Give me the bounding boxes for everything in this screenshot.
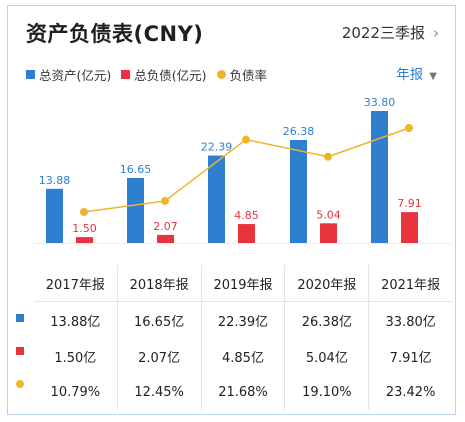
triangle-down-icon: ▼ <box>429 71 437 82</box>
point-debt-ratio <box>161 196 169 205</box>
legend-swatch <box>121 70 131 79</box>
bar-total-liabilities <box>76 237 93 243</box>
table-cell: 23.42% <box>368 374 452 410</box>
legend-label: 总负债(亿元) <box>134 68 207 83</box>
period-selector[interactable]: 2022三季报 › <box>342 22 439 43</box>
bar-total-liabilities <box>238 224 255 243</box>
data-label-total-assets: 16.65 <box>120 163 152 176</box>
row-marker-total-assets <box>16 314 24 322</box>
report-type-label: 年报 <box>396 67 424 83</box>
table-cell: 13.88亿 <box>50 314 101 330</box>
page-title: 资产负债表(CNY) <box>26 22 204 46</box>
table-cell: 1.50亿 <box>54 350 97 366</box>
table-header-cell: 2019年报 <box>200 265 285 302</box>
chart-legend: 总资产(亿元) 总负债(亿元) 负债率 <box>26 65 267 84</box>
data-label-total-assets: 13.88 <box>39 174 71 187</box>
chevron-right-icon: › <box>433 24 439 42</box>
table-row: 10.79% 12.45% 21.68% 19.10% 23.42% <box>34 374 452 410</box>
bar-total-assets <box>46 188 63 243</box>
bar-total-liabilities <box>401 212 418 243</box>
row-marker-debt-ratio <box>16 380 24 388</box>
point-debt-ratio <box>80 208 88 216</box>
legend-label: 负债率 <box>229 68 268 83</box>
data-label-total-assets: 22.39 <box>201 141 233 154</box>
legend-swatch <box>216 70 226 79</box>
row-marker-total-liabilities <box>16 347 24 355</box>
table-header-cell: 2018年报 <box>116 265 202 302</box>
bar-total-assets <box>290 139 307 243</box>
bar-total-liabilities <box>320 223 337 243</box>
data-label-total-assets: 33.80 <box>364 96 396 109</box>
point-debt-ratio <box>405 124 413 132</box>
table-cell: 19.10% <box>284 374 369 410</box>
data-label-total-liabilities: 1.50 <box>72 222 97 235</box>
table-cell: 2.07亿 <box>116 338 202 374</box>
bar-total-assets <box>371 111 388 243</box>
table-header-cell: 2017年报 <box>34 265 118 302</box>
bar-total-liabilities <box>157 234 174 243</box>
data-label-total-liabilities: 5.04 <box>316 208 341 221</box>
table-header-cell: 2020年报 <box>284 265 369 302</box>
data-table: 2017年报 2018年报 2019年报 2020年报 2021年报 13.88… <box>34 265 452 410</box>
table-cell: 22.39亿 <box>200 301 285 338</box>
table-cell: 26.38亿 <box>284 301 369 338</box>
legend-label: 总资产(亿元) <box>39 68 112 83</box>
point-debt-ratio <box>242 135 250 144</box>
table-cell: 5.04亿 <box>284 338 369 374</box>
data-label-total-liabilities: 2.07 <box>153 220 178 233</box>
table-header-cell: 2021年报 <box>368 265 452 302</box>
table-cell: 4.85亿 <box>200 338 285 374</box>
chart-area: 13.88 1.50 16.65 2.07 22.39 4.85 26.38 5.04 33.8… <box>34 96 452 244</box>
data-label-total-assets: 26.38 <box>283 125 315 138</box>
legend-item-total-assets[interactable]: 总资产(亿元) <box>26 65 111 84</box>
bar-total-assets <box>208 155 225 243</box>
legend-item-total-liabilities[interactable]: 总负债(亿元) <box>121 65 207 84</box>
bar-total-assets <box>127 177 144 243</box>
table-row: 13.88亿 16.65亿 22.39亿 26.38亿 33.80亿 <box>34 301 452 338</box>
data-label-total-liabilities: 4.85 <box>234 209 259 222</box>
period-label: 2022三季报 <box>341 24 425 42</box>
table-cell: 7.91亿 <box>368 338 452 374</box>
table-header-row: 2017年报 2018年报 2019年报 2020年报 2021年报 <box>34 265 452 302</box>
table-cell: 12.45% <box>116 374 202 410</box>
table-cell: 33.80亿 <box>368 301 452 338</box>
table-cell: 21.68% <box>200 374 285 410</box>
data-label-total-liabilities: 7.91 <box>397 197 422 210</box>
report-type-dropdown[interactable]: 年报 ▼ <box>396 63 437 83</box>
point-debt-ratio <box>324 152 332 161</box>
table-row: 1.50亿 2.07亿 4.85亿 5.04亿 7.91亿 <box>34 338 452 374</box>
table-cell: 10.79% <box>50 384 101 400</box>
table-cell: 16.65亿 <box>116 301 202 338</box>
legend-swatch <box>26 70 35 79</box>
legend-item-debt-ratio[interactable]: 负债率 <box>216 65 268 84</box>
